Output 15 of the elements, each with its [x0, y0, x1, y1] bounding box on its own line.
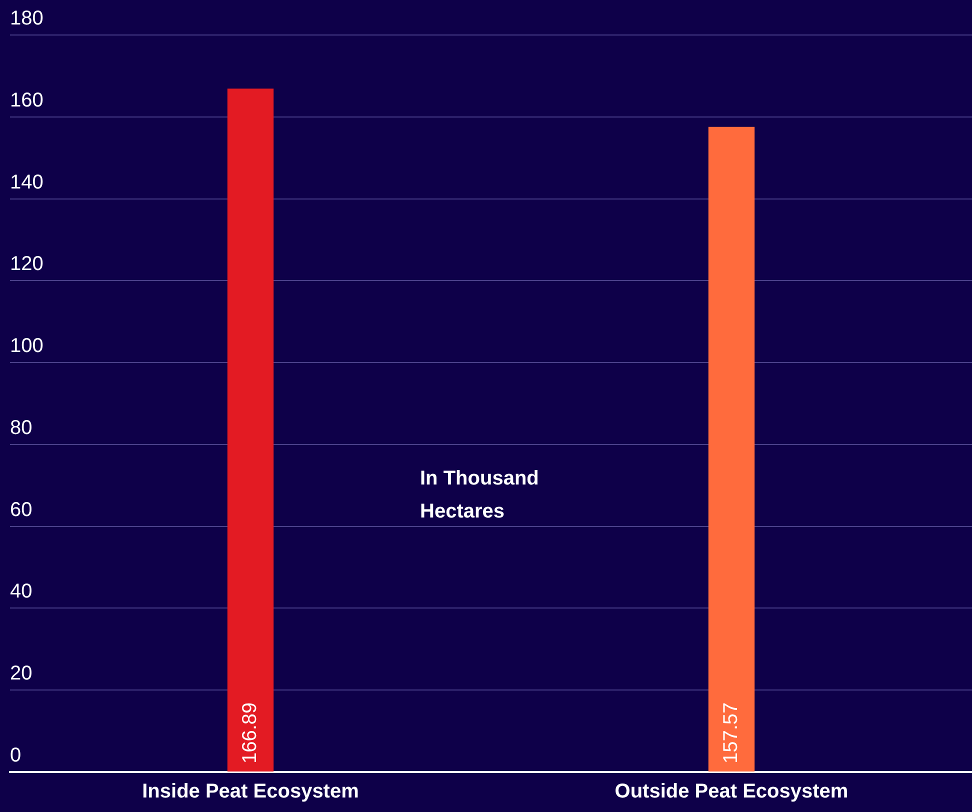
- y-tick-label: 80: [10, 416, 32, 439]
- x-tick-label: Outside Peat Ecosystem: [614, 780, 848, 803]
- y-tick-label: 180: [10, 8, 44, 30]
- y-tick-label: 60: [10, 498, 32, 521]
- y-tick-label: 0: [10, 744, 22, 767]
- y-tick-label: 20: [10, 662, 32, 685]
- y-tick-label: 140: [10, 171, 44, 194]
- y-tick-label: 120: [10, 253, 44, 276]
- data-label: 166.89: [239, 702, 262, 764]
- x-tick-label: Inside Peat Ecosystem: [142, 780, 359, 803]
- annotation: In Thousand Hectares: [420, 468, 539, 523]
- data-label: 157.57: [720, 702, 742, 764]
- y-tick-label: 100: [10, 335, 44, 358]
- y-tick-label: 40: [10, 580, 32, 603]
- y-tick-label: 160: [10, 89, 44, 112]
